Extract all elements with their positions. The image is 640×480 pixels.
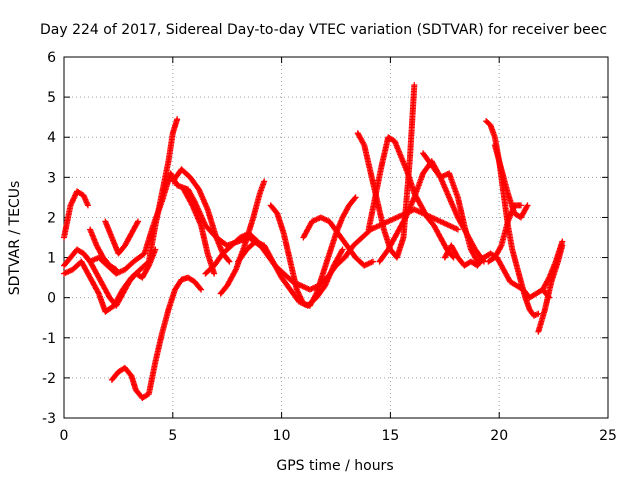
y-tick-label: -1: [42, 331, 56, 347]
data-point: [261, 178, 268, 185]
data-point: [369, 258, 376, 265]
data-point: [523, 203, 530, 210]
data-point: [545, 275, 552, 282]
data-point: [352, 194, 359, 201]
data-point: [134, 219, 141, 226]
x-tick-label: 0: [60, 428, 69, 444]
data-point: [338, 247, 345, 254]
data-point: [113, 266, 120, 273]
x-tick-label: 20: [490, 428, 508, 444]
data-points: [61, 82, 566, 401]
data-point: [84, 202, 91, 209]
y-tick-label: 0: [47, 291, 56, 307]
data-point: [401, 215, 408, 222]
data-point: [95, 289, 102, 296]
data-point: [232, 267, 239, 274]
data-point: [497, 243, 504, 250]
y-tick-label: 3: [47, 170, 56, 186]
chart-title: Day 224 of 2017, Sidereal Day-to-day VTE…: [40, 22, 607, 38]
data-point: [134, 218, 141, 225]
data-point: [360, 140, 367, 147]
y-tick-label: 2: [47, 210, 56, 226]
data-point: [517, 202, 524, 209]
data-point: [524, 202, 531, 209]
data-point: [480, 255, 487, 262]
x-tick-label: 15: [381, 428, 399, 444]
x-tick-label: 25: [599, 428, 617, 444]
y-tick-label: 4: [47, 130, 56, 146]
x-axis-label: GPS time / hours: [276, 458, 393, 474]
data-point: [145, 263, 152, 270]
data-point: [312, 291, 319, 298]
data-point: [152, 246, 159, 253]
data-point: [225, 257, 232, 264]
data-point: [454, 226, 461, 233]
data-point: [411, 82, 418, 89]
data-point: [226, 258, 233, 265]
data-point: [480, 254, 487, 261]
y-tick-label: 6: [47, 50, 56, 66]
x-tick-label: 5: [168, 428, 177, 444]
data-point: [351, 195, 358, 202]
data-point: [535, 310, 542, 317]
data-point: [198, 286, 205, 293]
data-point: [197, 285, 204, 292]
y-tick-label: -2: [42, 371, 56, 387]
data-point: [174, 116, 181, 123]
y-tick-label: -3: [42, 411, 56, 427]
data-point: [188, 201, 195, 208]
y-tick-label: 1: [47, 251, 56, 267]
y-tick-label: 5: [47, 90, 56, 106]
x-tick-label: 10: [273, 428, 291, 444]
data-point: [559, 238, 566, 245]
axis-ticks: 0 5 10 15 20 25 -3 -2 -1 0 1 2 3 4 5 6: [42, 50, 617, 444]
data-point: [211, 270, 218, 277]
data-point: [339, 246, 346, 253]
data-point: [111, 265, 118, 272]
y-axis-label: SDTVAR / TECUs: [7, 181, 23, 296]
